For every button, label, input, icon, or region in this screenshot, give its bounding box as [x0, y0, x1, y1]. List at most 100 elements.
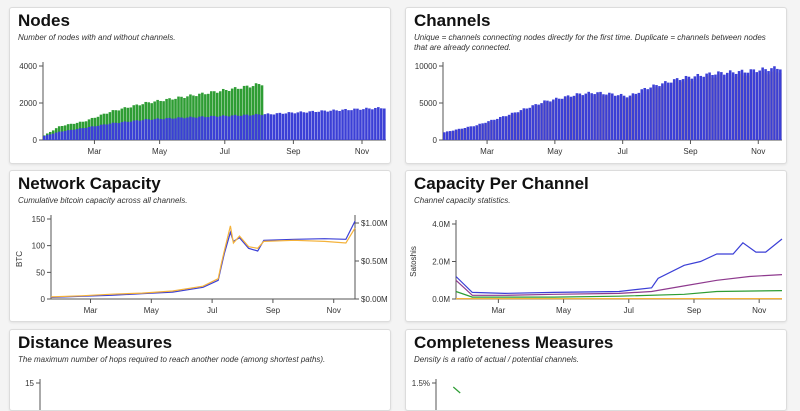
channels-bar-duplicate [634, 93, 638, 140]
channels-bar-duplicate [475, 125, 478, 140]
nodes-bar-with-channels [162, 119, 165, 140]
nodes-bar-without-channels [254, 83, 258, 140]
channels-bar-duplicate [764, 69, 767, 140]
channels-bar-duplicate [619, 93, 623, 140]
channels-chart: 0 5000 10000 Mar May Jul Sep Nov [415, 62, 782, 156]
channels-x-tick-label: Jul [618, 147, 628, 156]
nodes-bar-with-channels [296, 112, 300, 140]
channels-x-tick-label: May [547, 147, 562, 156]
channels-bar-duplicate [516, 112, 520, 140]
nodes-bar-with-channels [195, 117, 198, 140]
channels-card: Channels Unique = channels connecting no… [405, 7, 787, 164]
channels-bar-duplicate [643, 87, 646, 140]
nodes-bar-without-channels [251, 86, 255, 140]
channels-bar-duplicate [499, 116, 502, 140]
nodes-bar-with-channels [207, 117, 210, 140]
channels-bar-duplicate [758, 70, 761, 140]
nodes-bar-with-channels [102, 124, 106, 140]
channels-bar-duplicate [504, 116, 508, 140]
nodes-bar-with-channels [344, 108, 347, 140]
nodes-bar-with-channels [192, 117, 195, 140]
channels-bar-duplicate [528, 107, 532, 140]
nodes-bar-with-channels [147, 119, 150, 140]
channels-bar-duplicate [649, 87, 652, 140]
nodes-bar-with-channels [233, 114, 237, 140]
nodes-bar-with-channels [302, 112, 306, 140]
nodes-bar-with-channels [165, 118, 168, 140]
channels-bar-duplicate [734, 73, 738, 140]
nodes-bar-with-channels [278, 112, 282, 140]
channels-bar-duplicate [587, 91, 590, 140]
channels-bar-duplicate [705, 73, 708, 140]
channels-bar-duplicate [531, 105, 534, 140]
channels-bar-duplicate [699, 75, 703, 140]
channels-bar-duplicate [454, 129, 458, 140]
channels-bar-duplicate [714, 74, 717, 140]
nodes-bar-with-channels [290, 112, 294, 140]
network_capacity-y2-tick-label: $0.50M [361, 257, 388, 266]
nodes-bar-without-channels [242, 85, 246, 140]
nodes-bar-with-channels [263, 114, 267, 140]
network_capacity-y-tick-label: 100 [32, 242, 46, 251]
nodes-bar-with-channels [213, 115, 216, 140]
channels-bar-duplicate [652, 84, 655, 140]
channels-bar-duplicate [584, 93, 588, 140]
completeness-y-tick-label: 1.5% [412, 379, 430, 388]
channels-bar-duplicate [637, 92, 641, 140]
channels-bar-duplicate [625, 97, 629, 140]
channels-bar-duplicate [478, 123, 481, 140]
nodes-bar-with-channels [57, 131, 61, 140]
nodes-bar-with-channels [245, 114, 249, 140]
nodes-bar-with-channels [63, 131, 67, 140]
nodes-bar-with-channels [368, 108, 371, 140]
channels-bar-duplicate [608, 92, 611, 140]
channels-bar-duplicate [779, 69, 782, 140]
nodes-bar-with-channels [117, 123, 121, 140]
network_capacity-y2-tick-label: $0.00M [361, 295, 388, 304]
channels-bar-duplicate [493, 119, 496, 140]
nodes-bar-with-channels [224, 115, 228, 140]
nodes-bar-with-channels [198, 116, 201, 140]
channels-bar-duplicate [661, 83, 664, 140]
nodes-bar-with-channels [374, 107, 377, 140]
nodes-bar-with-channels [251, 115, 255, 140]
nodes-subtitle: Number of nodes with and without channel… [18, 33, 176, 42]
nodes-bar-with-channels [287, 112, 291, 140]
channels-bar-duplicate [490, 119, 493, 140]
nodes-bar-with-channels [81, 128, 85, 140]
network_capacity-y2-tick-label: $1.00M [361, 219, 388, 228]
channels-bar-duplicate [469, 126, 473, 140]
nodes-bar-with-channels [323, 110, 326, 140]
network_capacity-y-tick-label: 150 [32, 215, 46, 224]
capacity_per_channel-x-tick-label: Mar [491, 306, 505, 315]
nodes-bar-with-channels [204, 117, 207, 140]
channels-bar-duplicate [581, 95, 585, 140]
channels-bar-duplicate [761, 67, 764, 140]
capacity_per_channel-y-label: Satoshis [409, 246, 418, 277]
nodes-bar-with-channels [51, 133, 55, 140]
capacity-per-channel-chart: 0.0M 2.0M 4.0M Satoshis Mar May Jul Sep Nov [409, 220, 783, 315]
channels-bar-duplicate [445, 131, 449, 140]
nodes-bar-with-channels [186, 117, 189, 140]
nodes-bar-with-channels [43, 135, 46, 140]
channels-bar-duplicate [451, 130, 455, 140]
capacity-per-channel-subtitle: Channel capacity statistics. [414, 196, 511, 205]
channels-bar-duplicate [693, 76, 697, 140]
nodes-bar-with-channels [66, 130, 70, 140]
channels-bar-duplicate [448, 131, 452, 140]
channels-bar-duplicate [770, 68, 773, 140]
nodes-bar-with-channels [138, 120, 142, 140]
channels-bar-duplicate [723, 74, 726, 140]
channels-bar-duplicate [755, 72, 759, 140]
network_capacity-x-tick-label: Mar [84, 306, 98, 315]
nodes-bar-without-channels [221, 88, 225, 140]
channels-bar-duplicate [596, 92, 599, 140]
nodes-bar-with-channels [69, 129, 73, 140]
nodes-bar-with-channels [248, 115, 252, 140]
capacity_per_channel-y-tick-label: 2.0M [432, 258, 450, 267]
capacity_per_channel-line-median [455, 290, 783, 298]
channels-bar-duplicate [560, 98, 564, 140]
nodes-bar-without-channels [236, 88, 240, 140]
channels-bar-duplicate [681, 79, 685, 140]
nodes-y-tick-label: 2000 [19, 99, 37, 108]
